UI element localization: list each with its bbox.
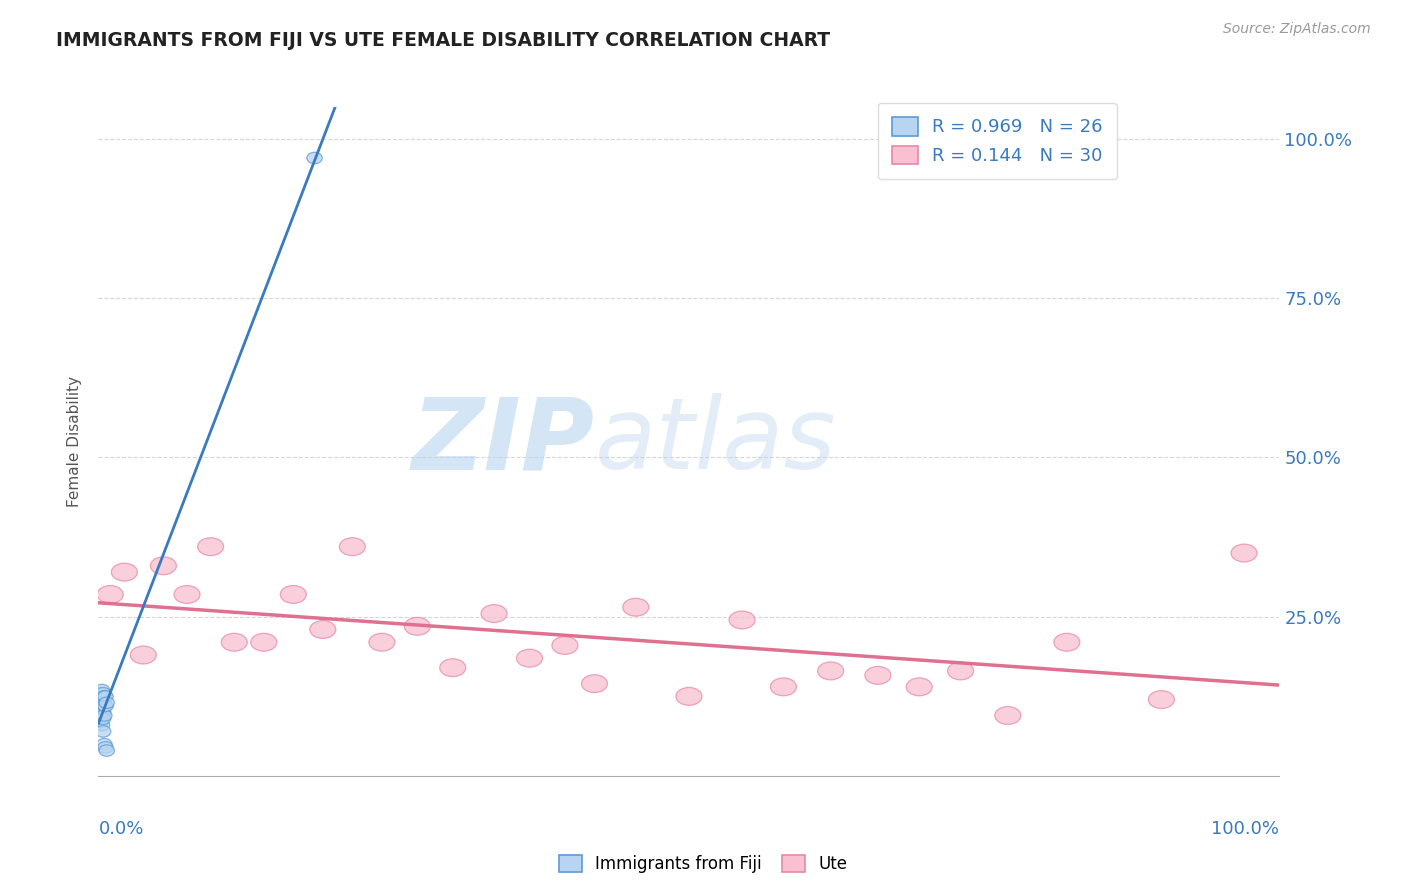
Ellipse shape <box>93 700 108 712</box>
Ellipse shape <box>97 700 112 712</box>
Ellipse shape <box>91 697 107 708</box>
Ellipse shape <box>93 690 108 702</box>
Ellipse shape <box>131 646 156 664</box>
Ellipse shape <box>96 706 111 718</box>
Ellipse shape <box>96 713 111 724</box>
Ellipse shape <box>91 688 107 699</box>
Ellipse shape <box>818 662 844 680</box>
Ellipse shape <box>623 599 648 616</box>
Ellipse shape <box>97 585 124 603</box>
Ellipse shape <box>309 621 336 639</box>
Ellipse shape <box>98 697 114 708</box>
Ellipse shape <box>94 694 110 706</box>
Legend: Immigrants from Fiji, Ute: Immigrants from Fiji, Ute <box>551 848 855 880</box>
Ellipse shape <box>481 605 508 623</box>
Ellipse shape <box>280 585 307 603</box>
Text: atlas: atlas <box>595 393 837 490</box>
Ellipse shape <box>94 700 110 712</box>
Ellipse shape <box>94 719 110 731</box>
Ellipse shape <box>97 710 112 722</box>
Ellipse shape <box>1232 544 1257 562</box>
Ellipse shape <box>516 649 543 667</box>
Ellipse shape <box>96 697 111 708</box>
Ellipse shape <box>98 700 114 712</box>
Ellipse shape <box>98 690 114 702</box>
Ellipse shape <box>770 678 796 696</box>
Ellipse shape <box>198 538 224 556</box>
Legend: R = 0.969   N = 26, R = 0.144   N = 30: R = 0.969 N = 26, R = 0.144 N = 30 <box>877 103 1116 179</box>
Ellipse shape <box>865 666 891 684</box>
Ellipse shape <box>94 710 110 722</box>
Ellipse shape <box>96 726 111 737</box>
Ellipse shape <box>93 706 108 718</box>
Ellipse shape <box>97 739 112 750</box>
Ellipse shape <box>97 690 112 702</box>
Text: ZIP: ZIP <box>412 393 595 490</box>
Ellipse shape <box>368 633 395 651</box>
Ellipse shape <box>730 611 755 629</box>
Ellipse shape <box>111 563 138 581</box>
Y-axis label: Female Disability: Female Disability <box>67 376 83 508</box>
Ellipse shape <box>440 659 465 677</box>
Ellipse shape <box>94 684 110 696</box>
Ellipse shape <box>676 688 702 706</box>
Ellipse shape <box>907 678 932 696</box>
Ellipse shape <box>307 153 322 164</box>
Ellipse shape <box>98 745 114 756</box>
Ellipse shape <box>96 688 111 699</box>
Ellipse shape <box>250 633 277 651</box>
Ellipse shape <box>995 706 1021 724</box>
Ellipse shape <box>339 538 366 556</box>
Text: Source: ZipAtlas.com: Source: ZipAtlas.com <box>1223 22 1371 37</box>
Ellipse shape <box>582 674 607 692</box>
Ellipse shape <box>98 741 114 753</box>
Text: 100.0%: 100.0% <box>1212 820 1279 838</box>
Ellipse shape <box>948 662 973 680</box>
Text: IMMIGRANTS FROM FIJI VS UTE FEMALE DISABILITY CORRELATION CHART: IMMIGRANTS FROM FIJI VS UTE FEMALE DISAB… <box>56 31 831 50</box>
Ellipse shape <box>174 585 200 603</box>
Ellipse shape <box>221 633 247 651</box>
Ellipse shape <box>1149 690 1174 708</box>
Ellipse shape <box>93 716 108 728</box>
Ellipse shape <box>150 557 176 574</box>
Ellipse shape <box>405 617 430 635</box>
Ellipse shape <box>553 637 578 655</box>
Text: 0.0%: 0.0% <box>98 820 143 838</box>
Ellipse shape <box>1054 633 1080 651</box>
